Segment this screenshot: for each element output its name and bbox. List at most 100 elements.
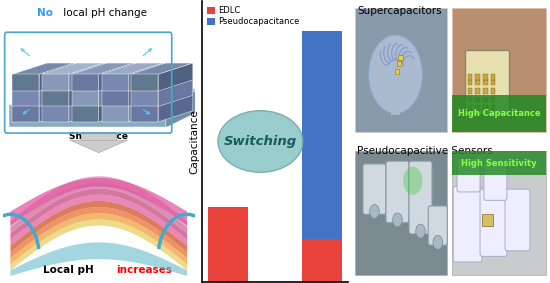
Polygon shape (158, 94, 193, 122)
FancyBboxPatch shape (483, 74, 488, 80)
FancyBboxPatch shape (491, 80, 496, 85)
Polygon shape (99, 63, 133, 91)
Polygon shape (8, 105, 166, 128)
FancyBboxPatch shape (480, 189, 507, 256)
Polygon shape (12, 94, 74, 105)
Circle shape (403, 167, 422, 195)
Polygon shape (131, 74, 158, 91)
Text: Switching: Switching (224, 135, 297, 148)
Polygon shape (39, 94, 74, 122)
Polygon shape (10, 178, 187, 226)
Text: Supercapacitors: Supercapacitors (357, 6, 442, 16)
Polygon shape (10, 201, 187, 252)
Polygon shape (10, 219, 187, 270)
Text: High Sensitivity: High Sensitivity (461, 159, 537, 168)
Polygon shape (39, 63, 74, 91)
Polygon shape (10, 176, 187, 227)
FancyBboxPatch shape (398, 55, 403, 60)
Polygon shape (39, 78, 74, 106)
Polygon shape (42, 78, 103, 90)
Bar (302, 31, 342, 239)
Polygon shape (102, 105, 129, 122)
Text: increases: increases (116, 265, 172, 275)
Polygon shape (131, 78, 193, 90)
Polygon shape (131, 105, 158, 122)
FancyBboxPatch shape (468, 97, 472, 102)
FancyBboxPatch shape (483, 80, 488, 85)
Polygon shape (131, 94, 193, 105)
Polygon shape (10, 195, 187, 246)
Polygon shape (10, 207, 187, 258)
Polygon shape (129, 78, 163, 106)
Polygon shape (158, 63, 193, 91)
FancyBboxPatch shape (468, 74, 472, 80)
Polygon shape (42, 105, 69, 122)
Polygon shape (12, 105, 39, 122)
Circle shape (433, 235, 443, 249)
Polygon shape (42, 63, 103, 74)
Circle shape (368, 35, 422, 113)
FancyBboxPatch shape (475, 105, 480, 111)
FancyBboxPatch shape (386, 161, 409, 223)
FancyBboxPatch shape (491, 74, 496, 80)
FancyBboxPatch shape (475, 97, 480, 102)
FancyBboxPatch shape (468, 105, 472, 111)
Polygon shape (12, 63, 74, 74)
FancyBboxPatch shape (457, 158, 480, 192)
Text: local pH change: local pH change (60, 8, 147, 18)
FancyBboxPatch shape (483, 105, 488, 111)
Bar (302, 239, 342, 282)
Polygon shape (72, 94, 133, 105)
Polygon shape (102, 94, 163, 105)
Polygon shape (102, 78, 163, 90)
Polygon shape (72, 63, 133, 74)
Text: High Capacitance: High Capacitance (458, 109, 541, 118)
Polygon shape (102, 90, 129, 106)
FancyBboxPatch shape (491, 105, 496, 111)
Circle shape (370, 205, 379, 218)
Polygon shape (131, 90, 158, 106)
FancyBboxPatch shape (475, 80, 480, 85)
Y-axis label: Capacitance: Capacitance (189, 109, 199, 174)
Polygon shape (42, 74, 69, 91)
FancyBboxPatch shape (355, 8, 447, 132)
FancyBboxPatch shape (81, 132, 116, 140)
Circle shape (393, 213, 402, 227)
Polygon shape (102, 63, 163, 74)
FancyBboxPatch shape (452, 8, 546, 132)
FancyBboxPatch shape (452, 151, 546, 275)
Polygon shape (10, 183, 187, 233)
Polygon shape (158, 78, 193, 106)
Polygon shape (166, 88, 201, 128)
Text: Shear force: Shear force (69, 132, 128, 141)
Polygon shape (8, 88, 201, 105)
Bar (208, 207, 248, 282)
Polygon shape (129, 94, 163, 122)
FancyBboxPatch shape (363, 164, 386, 214)
Polygon shape (10, 213, 187, 264)
FancyBboxPatch shape (491, 88, 496, 94)
FancyBboxPatch shape (475, 88, 480, 94)
Polygon shape (72, 78, 133, 90)
Polygon shape (70, 140, 128, 153)
FancyBboxPatch shape (483, 88, 488, 94)
Text: Local pH: Local pH (43, 265, 97, 275)
FancyBboxPatch shape (452, 95, 546, 132)
FancyBboxPatch shape (484, 161, 507, 200)
FancyBboxPatch shape (505, 189, 530, 251)
FancyBboxPatch shape (428, 206, 447, 245)
FancyBboxPatch shape (468, 88, 472, 94)
Polygon shape (99, 78, 133, 106)
Ellipse shape (218, 111, 303, 172)
Polygon shape (12, 90, 39, 106)
FancyBboxPatch shape (390, 101, 400, 115)
Polygon shape (129, 63, 163, 91)
FancyBboxPatch shape (475, 74, 480, 80)
Polygon shape (69, 78, 103, 106)
Polygon shape (131, 63, 193, 74)
FancyBboxPatch shape (465, 50, 509, 115)
FancyBboxPatch shape (453, 186, 482, 262)
FancyBboxPatch shape (394, 69, 399, 74)
Polygon shape (72, 74, 99, 91)
Polygon shape (10, 188, 187, 239)
